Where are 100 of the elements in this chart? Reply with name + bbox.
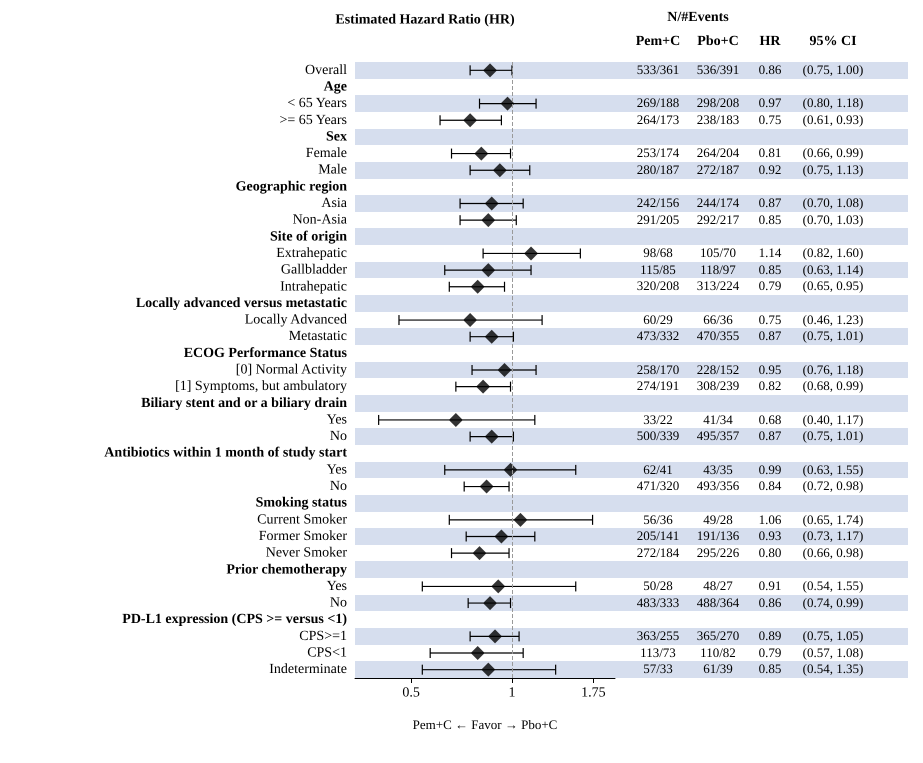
text: 62/41 (643, 462, 673, 477)
text: 50/28 (643, 578, 673, 594)
y-tick-label: Site of origin (270, 229, 348, 244)
text: 274/191 (636, 378, 680, 394)
text: 0.75 (758, 312, 782, 327)
text: (0.70, 1.08) (802, 195, 864, 210)
y-tick-label: Age (324, 79, 347, 94)
x-tick-label: 1 (508, 686, 516, 700)
text: 205/141 (636, 528, 680, 544)
y-tick-label: No (330, 429, 347, 444)
text: 0.84 (758, 478, 782, 494)
text: (0.46, 1.23) (802, 312, 864, 327)
text: (0.75, 1.05) (802, 628, 864, 644)
text: 113/73 (640, 644, 676, 660)
y-tick-label: PD-L1 expression (CPS >= versus <1) (122, 612, 348, 628)
y-tick-label: Non-Asia (292, 212, 348, 228)
category-label: Pbo+C (697, 34, 739, 49)
text: (0.65, 0.95) (802, 278, 864, 294)
text: 500/339 (636, 428, 680, 444)
point (470, 280, 485, 294)
text: 0.82 (758, 378, 782, 394)
text: 115/85 (640, 262, 676, 277)
text: (0.76, 1.18) (802, 362, 864, 377)
y-tick-label: Yes (326, 462, 347, 478)
text: (0.40, 1.17) (802, 412, 864, 427)
point (481, 263, 496, 278)
text: (0.75, 1.13) (802, 162, 864, 177)
text: 242/156 (636, 195, 680, 210)
text: 228/152 (696, 362, 740, 377)
text: 0.93 (758, 528, 782, 544)
y-tick-label: Metastatic (288, 329, 347, 344)
y-tick-label: Locally Advanced (244, 312, 347, 328)
text: 0.81 (758, 145, 782, 160)
x-tick-label: 1.75 (581, 686, 606, 700)
text: 471/320 (636, 478, 680, 494)
text: (0.74, 0.99) (802, 594, 864, 610)
y-tick-label: Current Smoker (257, 512, 348, 528)
y-tick-label: Prior chemotherapy (226, 562, 347, 578)
y-tick-label: [0] Normal Activity (236, 362, 347, 378)
text: 0.95 (758, 362, 782, 377)
y-tick-label: Geographic region (236, 179, 348, 194)
point (480, 480, 494, 494)
y-tick-label: [1] Symptoms, but ambulatory (175, 379, 347, 394)
text: 292/217 (696, 212, 740, 227)
point (481, 213, 496, 228)
y-tick-label: CPS>=1 (299, 628, 347, 644)
text: 291/205 (636, 212, 680, 227)
text: 0.91 (758, 578, 782, 594)
text: 118/97 (700, 262, 736, 277)
y-tick-label: Former Smoker (258, 528, 348, 544)
text: 60/29 (643, 312, 673, 327)
text: N/#Events (666, 10, 730, 26)
text: 493/356 (696, 478, 740, 494)
y-tick-label: < 65 Years (287, 96, 347, 112)
text: 269/188 (636, 95, 680, 110)
point (472, 546, 487, 560)
text: 0.86 (758, 62, 782, 77)
text: 110/82 (700, 644, 736, 660)
text: 0.99 (758, 462, 782, 477)
text: (0.61, 0.93) (802, 112, 864, 127)
y-tick-label: Yes (326, 412, 347, 428)
text: (0.75, 1.01) (802, 428, 864, 444)
text: 98/68 (643, 245, 673, 260)
point (504, 462, 518, 477)
text: (0.66, 0.99) (802, 145, 864, 160)
text: (0.73, 1.17) (802, 528, 864, 544)
text: 264/173 (636, 112, 680, 127)
text: 0.79 (758, 644, 782, 660)
text: 33/22 (643, 412, 673, 427)
y-tick-label: Indeterminate (269, 662, 347, 678)
text: 536/391 (696, 62, 740, 77)
text: 1.14 (758, 245, 782, 260)
y-tick-label: Male (318, 162, 347, 178)
y-tick-label: Female (306, 146, 347, 162)
text: (0.57, 1.08) (802, 644, 864, 660)
point (476, 380, 490, 394)
x-axis-title: Pem+C ← Favor → Pbo+C (412, 717, 558, 732)
text: 533/361 (636, 62, 680, 77)
text: 272/187 (696, 162, 740, 177)
text: (0.66, 0.98) (802, 544, 864, 560)
category-label: 95% CI (808, 34, 858, 50)
y-tick-label: Locally advanced versus metastatic (136, 296, 347, 311)
y-tick-label: Overall (305, 62, 348, 78)
text: 258/170 (636, 362, 680, 377)
text: 43/35 (703, 462, 733, 477)
text: 308/239 (696, 378, 740, 394)
text: 244/174 (696, 195, 740, 210)
text: 0.79 (758, 278, 782, 294)
text: 191/136 (696, 528, 740, 544)
text: (0.80, 1.18) (802, 95, 864, 110)
text: 0.68 (758, 412, 782, 427)
text: (0.72, 0.98) (802, 478, 864, 494)
text: 0.92 (758, 162, 782, 177)
text: 264/204 (696, 145, 740, 160)
text: 0.80 (758, 544, 782, 560)
point (484, 330, 499, 344)
text: 0.89 (758, 628, 782, 644)
y-tick-label: Yes (326, 578, 347, 594)
text: (0.70, 1.03) (802, 212, 864, 227)
y-tick-label: Intrahepatic (280, 279, 347, 294)
